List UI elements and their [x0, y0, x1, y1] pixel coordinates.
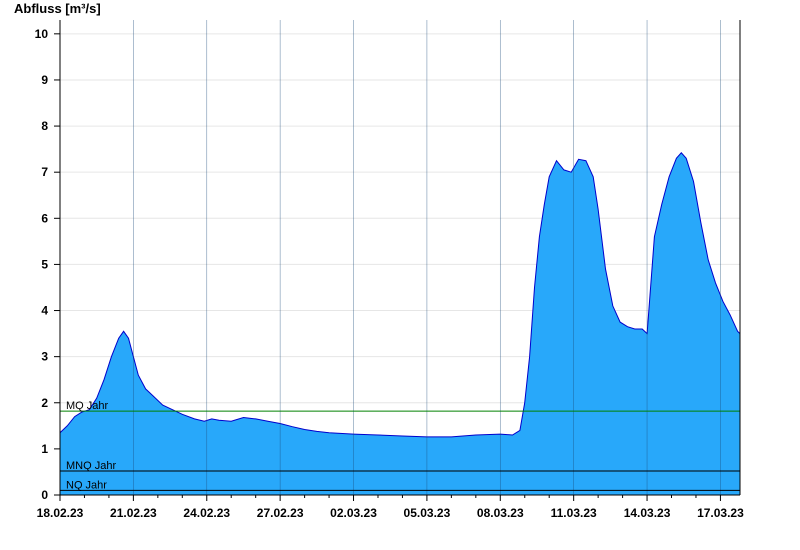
series-area — [59, 152, 741, 496]
axes — [59, 20, 741, 496]
ref-label-2: NQ Jahr — [66, 479, 107, 491]
y-axis-label: Abfluss [m³/s] — [14, 1, 101, 16]
y-tick-label: 5 — [41, 257, 48, 271]
y-tick-label: 3 — [41, 350, 48, 364]
x-tick-label: 14.03.23 — [624, 506, 671, 520]
grid — [60, 33, 740, 450]
x-tick-label: 27.02.23 — [257, 506, 304, 520]
y-tick-label: 6 — [41, 211, 48, 225]
x-tick-label: 18.02.23 — [37, 506, 84, 520]
x-tick-label: 21.02.23 — [110, 506, 157, 520]
y-tick-label: 0 — [41, 488, 48, 502]
y-tick-label: 10 — [35, 27, 49, 41]
x-tick-label: 11.03.23 — [551, 506, 597, 520]
x-tick-label: 17.03.23 — [697, 506, 744, 520]
y-tick-label: 1 — [41, 442, 48, 456]
y-tick-label: 8 — [41, 119, 48, 133]
x-tick-label: 02.03.23 — [330, 506, 377, 520]
y-ticks: 0 1 2 3 4 5 6 7 8 9 10 — [35, 27, 60, 502]
x-tick-label: 05.03.23 — [404, 506, 451, 520]
y-tick-label: 9 — [41, 73, 48, 87]
x-tick-label: 08.03.23 — [477, 506, 524, 520]
x-tick-label: 24.02.23 — [183, 506, 230, 520]
y-tick-label: 2 — [41, 396, 48, 410]
series-fill — [60, 152, 740, 496]
x-ticks: 18.02.23 21.02.23 24.02.23 27.02.23 02.03.23… — [37, 495, 744, 520]
ref-label-1: MNQ Jahr — [66, 460, 116, 472]
reference-lines: MQ Jahr MNQ Jahr NQ Jahr — [60, 400, 740, 491]
day-lines — [133, 20, 721, 495]
y-tick-label: 7 — [41, 165, 48, 179]
ref-label-0: MQ Jahr — [66, 400, 109, 412]
y-tick-label: 4 — [41, 304, 48, 318]
series-line — [59, 152, 741, 438]
